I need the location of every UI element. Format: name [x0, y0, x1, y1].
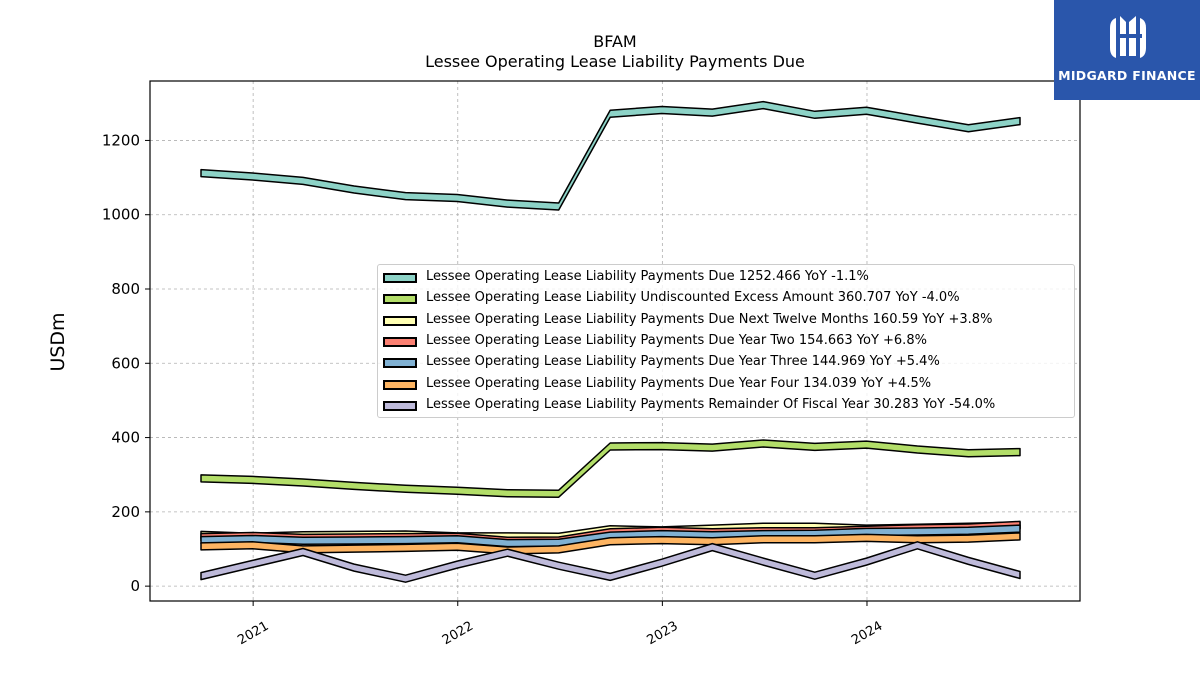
legend-swatch: [383, 294, 417, 305]
chart-title: Lessee Operating Lease Liability Payment…: [425, 52, 805, 71]
y-tick-label: 1200: [102, 131, 140, 149]
y-tick-label: 800: [111, 280, 140, 298]
series-area-7: [200, 541, 1021, 583]
legend-swatch: [383, 400, 417, 411]
chart-title-ticker: BFAM: [593, 32, 637, 51]
legend-swatch: [383, 315, 417, 326]
legend-item: Lessee Operating Lease Liability Payment…: [378, 374, 1074, 395]
legend-swatch: [383, 273, 417, 283]
legend-item: Lessee Operating Lease Liability Payment…: [378, 331, 1074, 352]
axes: [145, 80, 1081, 606]
x-tick-label: 2021: [235, 619, 271, 649]
series-area-1: [200, 100, 1021, 211]
legend-label: Lessee Operating Lease Liability Undisco…: [426, 290, 960, 306]
x-tick-label: 2023: [645, 619, 681, 649]
legend-swatch: [383, 358, 417, 369]
series-area-6: [200, 532, 1021, 555]
legend-label: Lessee Operating Lease Liability Payment…: [426, 396, 996, 412]
legend-label: Lessee Operating Lease Liability Payment…: [426, 354, 940, 370]
legend-label: Lessee Operating Lease Liability Payment…: [426, 311, 993, 327]
legend-item: Lessee Operating Lease Liability Payment…: [378, 267, 1074, 288]
series-areas: [200, 100, 1021, 583]
x-tick-label: 2024: [849, 619, 885, 649]
legend-item: Lessee Operating Lease Liability Payment…: [378, 310, 1074, 331]
y-tick-label: 400: [111, 429, 140, 447]
legend-label: Lessee Operating Lease Liability Payment…: [426, 375, 932, 391]
series-area-2: [200, 439, 1021, 498]
legend-label: Lessee Operating Lease Liability Payment…: [426, 332, 927, 348]
y-axis-label: USDm: [47, 312, 69, 372]
midgard-monogram-icon: [1110, 16, 1146, 58]
plot-frame: [149, 80, 1081, 602]
legend-label: Lessee Operating Lease Liability Payment…: [426, 269, 869, 284]
y-tick-label: 600: [111, 354, 140, 372]
y-tick-label: 200: [111, 503, 140, 521]
y-tick-label: 1000: [102, 206, 140, 224]
legend-swatch: [383, 379, 417, 390]
logo-text: MIDGARD FINANCE: [1058, 68, 1196, 83]
y-tick-label: 0: [130, 577, 140, 595]
brand-logo: MIDGARD FINANCE: [1054, 0, 1200, 100]
x-tick-label: 2022: [440, 619, 476, 649]
legend-item: Lessee Operating Lease Liability Payment…: [378, 395, 1074, 416]
legend-swatch: [383, 336, 417, 347]
legend-item: Lessee Operating Lease Liability Undisco…: [378, 288, 1074, 309]
legend-item: Lessee Operating Lease Liability Payment…: [378, 352, 1074, 373]
chart-legend: Lessee Operating Lease Liability Payment…: [377, 264, 1075, 418]
